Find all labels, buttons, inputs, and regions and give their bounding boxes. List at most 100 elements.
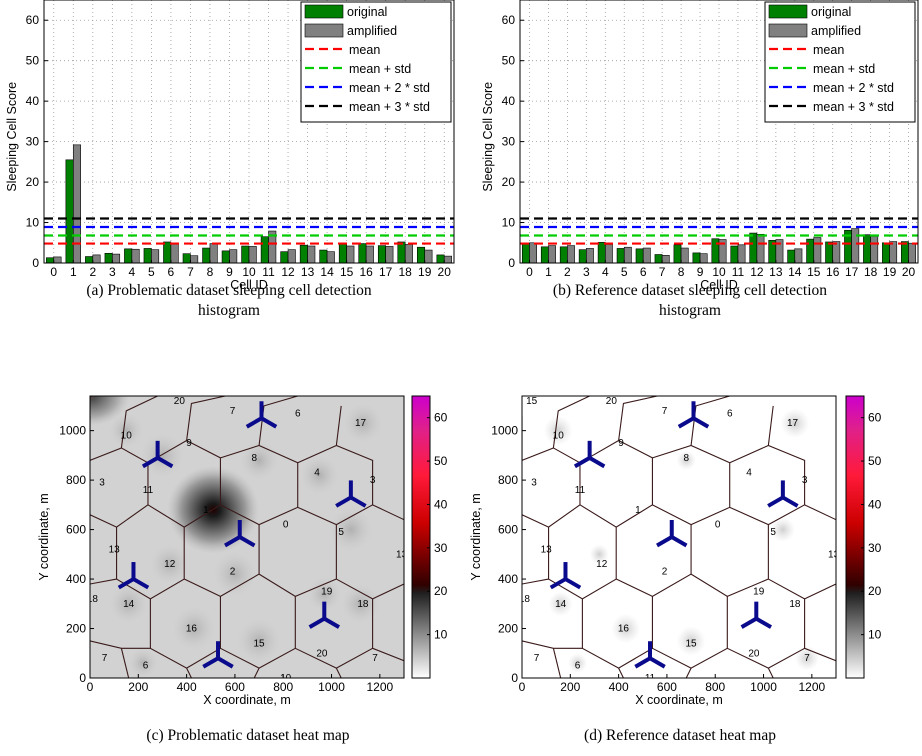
cell-id-label: 7 — [102, 653, 108, 664]
bar-original — [241, 245, 250, 264]
cell-id-label: 18 — [357, 599, 369, 610]
cell-id-label: 9 — [618, 438, 624, 449]
y-tick-label: 0 — [511, 671, 518, 685]
cell-id-label: 19 — [321, 586, 333, 597]
base-station-icon — [656, 520, 688, 548]
shade-region — [172, 606, 216, 651]
y-tick-label: 60 — [502, 13, 516, 27]
bar-amplified — [190, 255, 199, 264]
cell-boundary — [522, 447, 581, 528]
y-tick-label: 600 — [498, 523, 518, 537]
x-tick-label: 8 — [678, 265, 685, 279]
bar-original — [202, 247, 211, 264]
x-tick-label: 400 — [609, 680, 629, 694]
x-tick-label: 0 — [50, 265, 57, 279]
x-tick-label: 200 — [128, 680, 148, 694]
cell-id-label: 20 — [606, 396, 618, 407]
cell-id-label: 11 — [143, 485, 154, 496]
x-tick-label: 800 — [273, 680, 293, 694]
bar-amplified — [443, 255, 452, 264]
y-tick-label: 800 — [498, 473, 518, 487]
bar-original — [901, 241, 909, 264]
figure-caption: (b) Reference dataset sleeping cell dete… — [553, 282, 827, 299]
y-tick-label: 60 — [26, 13, 40, 27]
base-station-icon — [634, 641, 666, 669]
cell-boundary — [372, 647, 404, 662]
y-tick-label: 20 — [502, 175, 516, 189]
bar-amplified — [209, 243, 218, 264]
y-tick-label: 0 — [508, 256, 515, 270]
bar-original — [221, 250, 230, 264]
figure-caption: (d) Reference dataset heat map — [584, 727, 776, 744]
cell-boundary — [90, 447, 149, 528]
shade-region — [780, 408, 810, 439]
legend-label: mean + 2 * std — [813, 81, 894, 95]
x-axis-label: Cell ID — [700, 278, 738, 292]
x-tick-label: 4 — [129, 265, 136, 279]
bar-amplified — [92, 254, 101, 264]
cell-id-label: 15 — [254, 638, 266, 649]
antenna-sector — [349, 495, 367, 508]
antenna-sector — [677, 416, 695, 429]
antenna-sector — [755, 616, 773, 629]
shade-region — [109, 584, 148, 624]
figure-caption: (c) Problematic dataset heat map — [146, 727, 349, 744]
bar-amplified — [307, 245, 316, 264]
antenna-sector — [573, 456, 591, 469]
cell-boundary — [522, 578, 549, 585]
base-station-icon — [117, 562, 150, 590]
cell-id-label: 6 — [295, 408, 301, 419]
antenna-sector — [141, 456, 159, 469]
y-tick-label: 0 — [79, 671, 86, 685]
bar-original — [299, 244, 308, 264]
antenna-sector — [156, 456, 174, 469]
cell-boundary — [690, 524, 769, 597]
x-tick-label: 19 — [418, 265, 432, 279]
cell-boundary — [295, 598, 374, 669]
bar-amplified — [365, 245, 374, 264]
x-tick-label: 9 — [226, 265, 233, 279]
x-tick-label: 0 — [526, 265, 533, 279]
bar-amplified — [404, 244, 413, 264]
cell-boundary — [120, 648, 130, 678]
x-tick-label: 2 — [564, 265, 571, 279]
cell-id-label: 7 — [230, 406, 236, 417]
bar-amplified — [623, 246, 632, 264]
bar-amplified — [424, 249, 433, 264]
cell-id-label: 4 — [746, 468, 752, 479]
x-tick-label: 2 — [89, 265, 96, 279]
cell-id-label: 15 — [686, 638, 698, 649]
shade-region — [128, 648, 158, 678]
bar-original — [521, 242, 530, 264]
base-station-icon — [335, 480, 367, 508]
colorbar-tick-label: 10 — [434, 628, 448, 642]
x-tick-label: 400 — [177, 680, 197, 694]
y-axis-label: Y coordinate, m — [37, 493, 51, 580]
bar-amplified — [131, 248, 140, 264]
shade-region — [239, 440, 279, 481]
bar-original — [124, 248, 133, 264]
antenna-sector — [217, 656, 234, 669]
antenna-sector — [588, 456, 606, 469]
y-tick-label: 0 — [32, 256, 39, 270]
base-station-icon — [202, 641, 234, 669]
cell-id-label: 13 — [109, 544, 121, 555]
cell-id-label: 12 — [596, 559, 608, 570]
cell-id-label: 7 — [662, 406, 668, 417]
cell-boundary — [258, 524, 337, 597]
antenna-sector — [245, 416, 263, 429]
x-tick-label: 10 — [242, 265, 256, 279]
cell-id-label: 0 — [715, 520, 721, 531]
y-tick-label: 800 — [66, 473, 86, 487]
x-tick-label: 16 — [359, 265, 373, 279]
x-tick-label: 13 — [301, 265, 315, 279]
bar-amplified — [680, 247, 689, 264]
bar-amplified — [229, 249, 238, 264]
shade-region — [341, 584, 380, 624]
bar-original — [416, 246, 426, 264]
cell-id-label: 5 — [338, 527, 344, 538]
colorbar-tick-label: 60 — [434, 411, 448, 425]
shade-region — [567, 653, 588, 674]
base-station-icon — [767, 480, 799, 508]
cell-id-label: 8 — [683, 453, 689, 464]
